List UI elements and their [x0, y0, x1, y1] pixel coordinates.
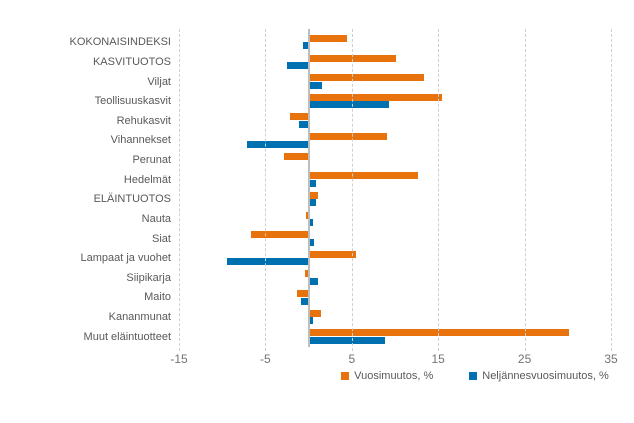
plot-area	[179, 29, 612, 351]
legend-swatch-orange-icon	[341, 372, 350, 380]
bar-vuosimuutos	[308, 54, 396, 62]
bar-vuosimuutos	[296, 290, 309, 298]
x-tick-label: 35	[604, 352, 618, 366]
bar-neljannesvuosimuutos	[308, 101, 389, 109]
x-tick-label: 15	[431, 352, 445, 366]
bar-vuosimuutos	[308, 74, 425, 82]
bar-vuosimuutos	[250, 231, 309, 239]
bar-vuosimuutos	[308, 191, 319, 199]
category-label: KOKONAISINDEKSI	[69, 36, 171, 49]
bar-neljannesvuosimuutos	[308, 179, 316, 187]
bar-vuosimuutos	[308, 34, 347, 42]
gridline	[524, 29, 526, 351]
category-label: Nauta	[141, 212, 171, 225]
category-label: Viljat	[147, 75, 171, 88]
bar-vuosimuutos	[308, 250, 357, 258]
category-label: Muut eläintuotteet	[83, 330, 171, 343]
bar-vuosimuutos	[305, 270, 309, 278]
x-tick-label: -5	[260, 352, 271, 366]
legend: Vuosimuutos, % Neljännesvuosimuutos, %	[245, 370, 634, 382]
bar-vuosimuutos	[308, 329, 569, 337]
bar-neljannesvuosimuutos	[308, 219, 313, 227]
gridline	[438, 29, 440, 351]
category-label: Rehukasvit	[116, 114, 171, 127]
category-label: Vihannekset	[110, 134, 171, 147]
category-label: Teollisuuskasvit	[94, 95, 171, 108]
x-tick-label: -15	[170, 352, 188, 366]
category-label: Lampaat ja vuohet	[80, 252, 171, 265]
legend-label-vuosimuutos: Vuosimuutos, %	[354, 370, 434, 382]
category-label: Perunat	[132, 154, 171, 167]
bar-vuosimuutos	[308, 133, 388, 141]
legend-label-neljannesvuosimuutos: Neljännesvuosimuutos, %	[482, 370, 609, 382]
legend-swatch-blue-icon	[469, 372, 478, 380]
bar-neljannesvuosimuutos	[308, 277, 319, 285]
category-label: Maito	[144, 291, 171, 304]
bar-neljannesvuosimuutos	[308, 336, 385, 344]
gridline	[611, 29, 612, 351]
bar-vuosimuutos	[289, 113, 309, 121]
bar-vuosimuutos	[306, 211, 309, 219]
legend-item-vuosimuutos: Vuosimuutos, %	[341, 370, 433, 382]
bar-vuosimuutos	[308, 172, 419, 180]
category-label: KASVITUOTOS	[92, 55, 171, 68]
bar-neljannesvuosimuutos	[308, 238, 314, 246]
bar-neljannesvuosimuutos	[300, 297, 309, 305]
bar-neljannesvuosimuutos	[299, 120, 309, 128]
legend-item-neljannesvuosimuutos: Neljännesvuosimuutos, %	[469, 370, 609, 382]
bar-neljannesvuosimuutos	[287, 62, 309, 70]
x-tick-label: 25	[517, 352, 532, 366]
bar-neljannesvuosimuutos	[308, 199, 317, 207]
category-label: Siipikarja	[126, 271, 171, 284]
gridline	[179, 29, 180, 351]
category-label: ELÄINTUOTOS	[93, 193, 171, 206]
bar-neljannesvuosimuutos	[303, 42, 309, 50]
bar-vuosimuutos	[308, 93, 442, 101]
bar-neljannesvuosimuutos	[247, 140, 309, 148]
category-label: Kananmunat	[108, 311, 171, 324]
bar-vuosimuutos	[284, 152, 309, 160]
bar-vuosimuutos	[308, 309, 321, 317]
bar-neljannesvuosimuutos	[308, 81, 323, 89]
bar-neljannesvuosimuutos	[226, 258, 309, 266]
x-tick-label: 5	[348, 352, 356, 366]
category-label: Hedelmät	[123, 173, 171, 186]
category-label: Siat	[152, 232, 171, 245]
gridline	[265, 29, 267, 351]
bar-neljannesvuosimuutos	[308, 317, 313, 325]
